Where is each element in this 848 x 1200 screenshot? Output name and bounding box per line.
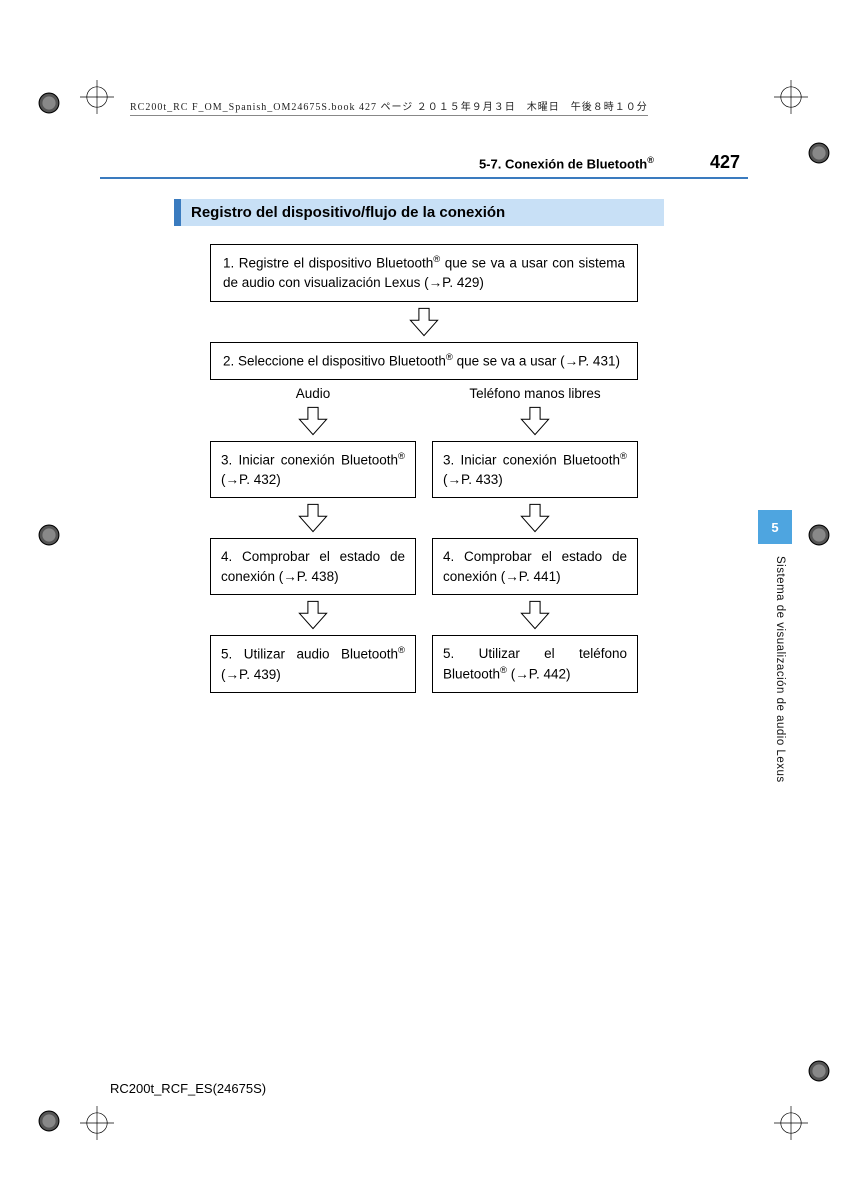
flowchart: 1. Registre el dispositivo Bluetooth® qu… [210,244,638,693]
flow-step-audio-3: 3. Iniciar conexión Bluetooth® (→P. 432) [210,441,416,499]
chapter-tab: 5 [758,510,792,544]
arrow-down-icon [518,599,552,631]
flow-column-audio: Audio 3. Iniciar conexión Bluetooth® (→P… [210,386,416,693]
registration-mark [808,524,830,546]
crop-mark [774,1106,808,1140]
arrow-down-icon [518,502,552,534]
flow-step-phone-5: 5. Utilizar el teléfono Bluetooth® (→P. … [432,635,638,693]
flow-step-1: 1. Registre el dispositivo Bluetooth® qu… [210,244,638,302]
footer-document-code: RC200t_RCF_ES(24675S) [110,1081,266,1096]
flow-column-phone: Teléfono manos libres 3. Iniciar conexió… [432,386,638,693]
flow-step-audio-4: 4. Comprobar el estado de conexión (→P. … [210,538,416,595]
registration-mark [38,1110,60,1132]
flow-step-phone-4: 4. Comprobar el estado de conexión (→P. … [432,538,638,595]
section-title-bar: Registro del dispositivo/flujo de la con… [174,199,664,226]
chapter-side-label: Sistema de visualización de audio Lexus [774,556,786,783]
registration-mark [38,92,60,114]
crop-mark [80,1106,114,1140]
flow-step-phone-3: 3. Iniciar conexión Bluetooth® (→P. 433) [432,441,638,499]
flow-step-2: 2. Seleccione el dispositivo Bluetooth® … [210,342,638,380]
flow-step-audio-5: 5. Utilizar audio Bluetooth® (→P. 439) [210,635,416,693]
arrow-down-icon [518,405,552,437]
registration-mark [808,1060,830,1082]
page-number: 427 [710,152,740,173]
crop-mark [774,80,808,114]
crop-mark [80,80,114,114]
column-label-phone: Teléfono manos libres [432,386,638,401]
arrow-down-icon [296,502,330,534]
print-metadata: RC200t_RC F_OM_Spanish_OM24675S.book 427… [130,98,648,116]
arrow-down-icon [296,405,330,437]
page-header-rule: 5-7. Conexión de Bluetooth® 427 [100,152,748,179]
arrow-down-icon [407,306,441,338]
column-label-audio: Audio [210,386,416,401]
section-reference: 5-7. Conexión de Bluetooth® [479,155,654,171]
registration-mark [38,524,60,546]
registration-mark [808,142,830,164]
arrow-down-icon [296,599,330,631]
